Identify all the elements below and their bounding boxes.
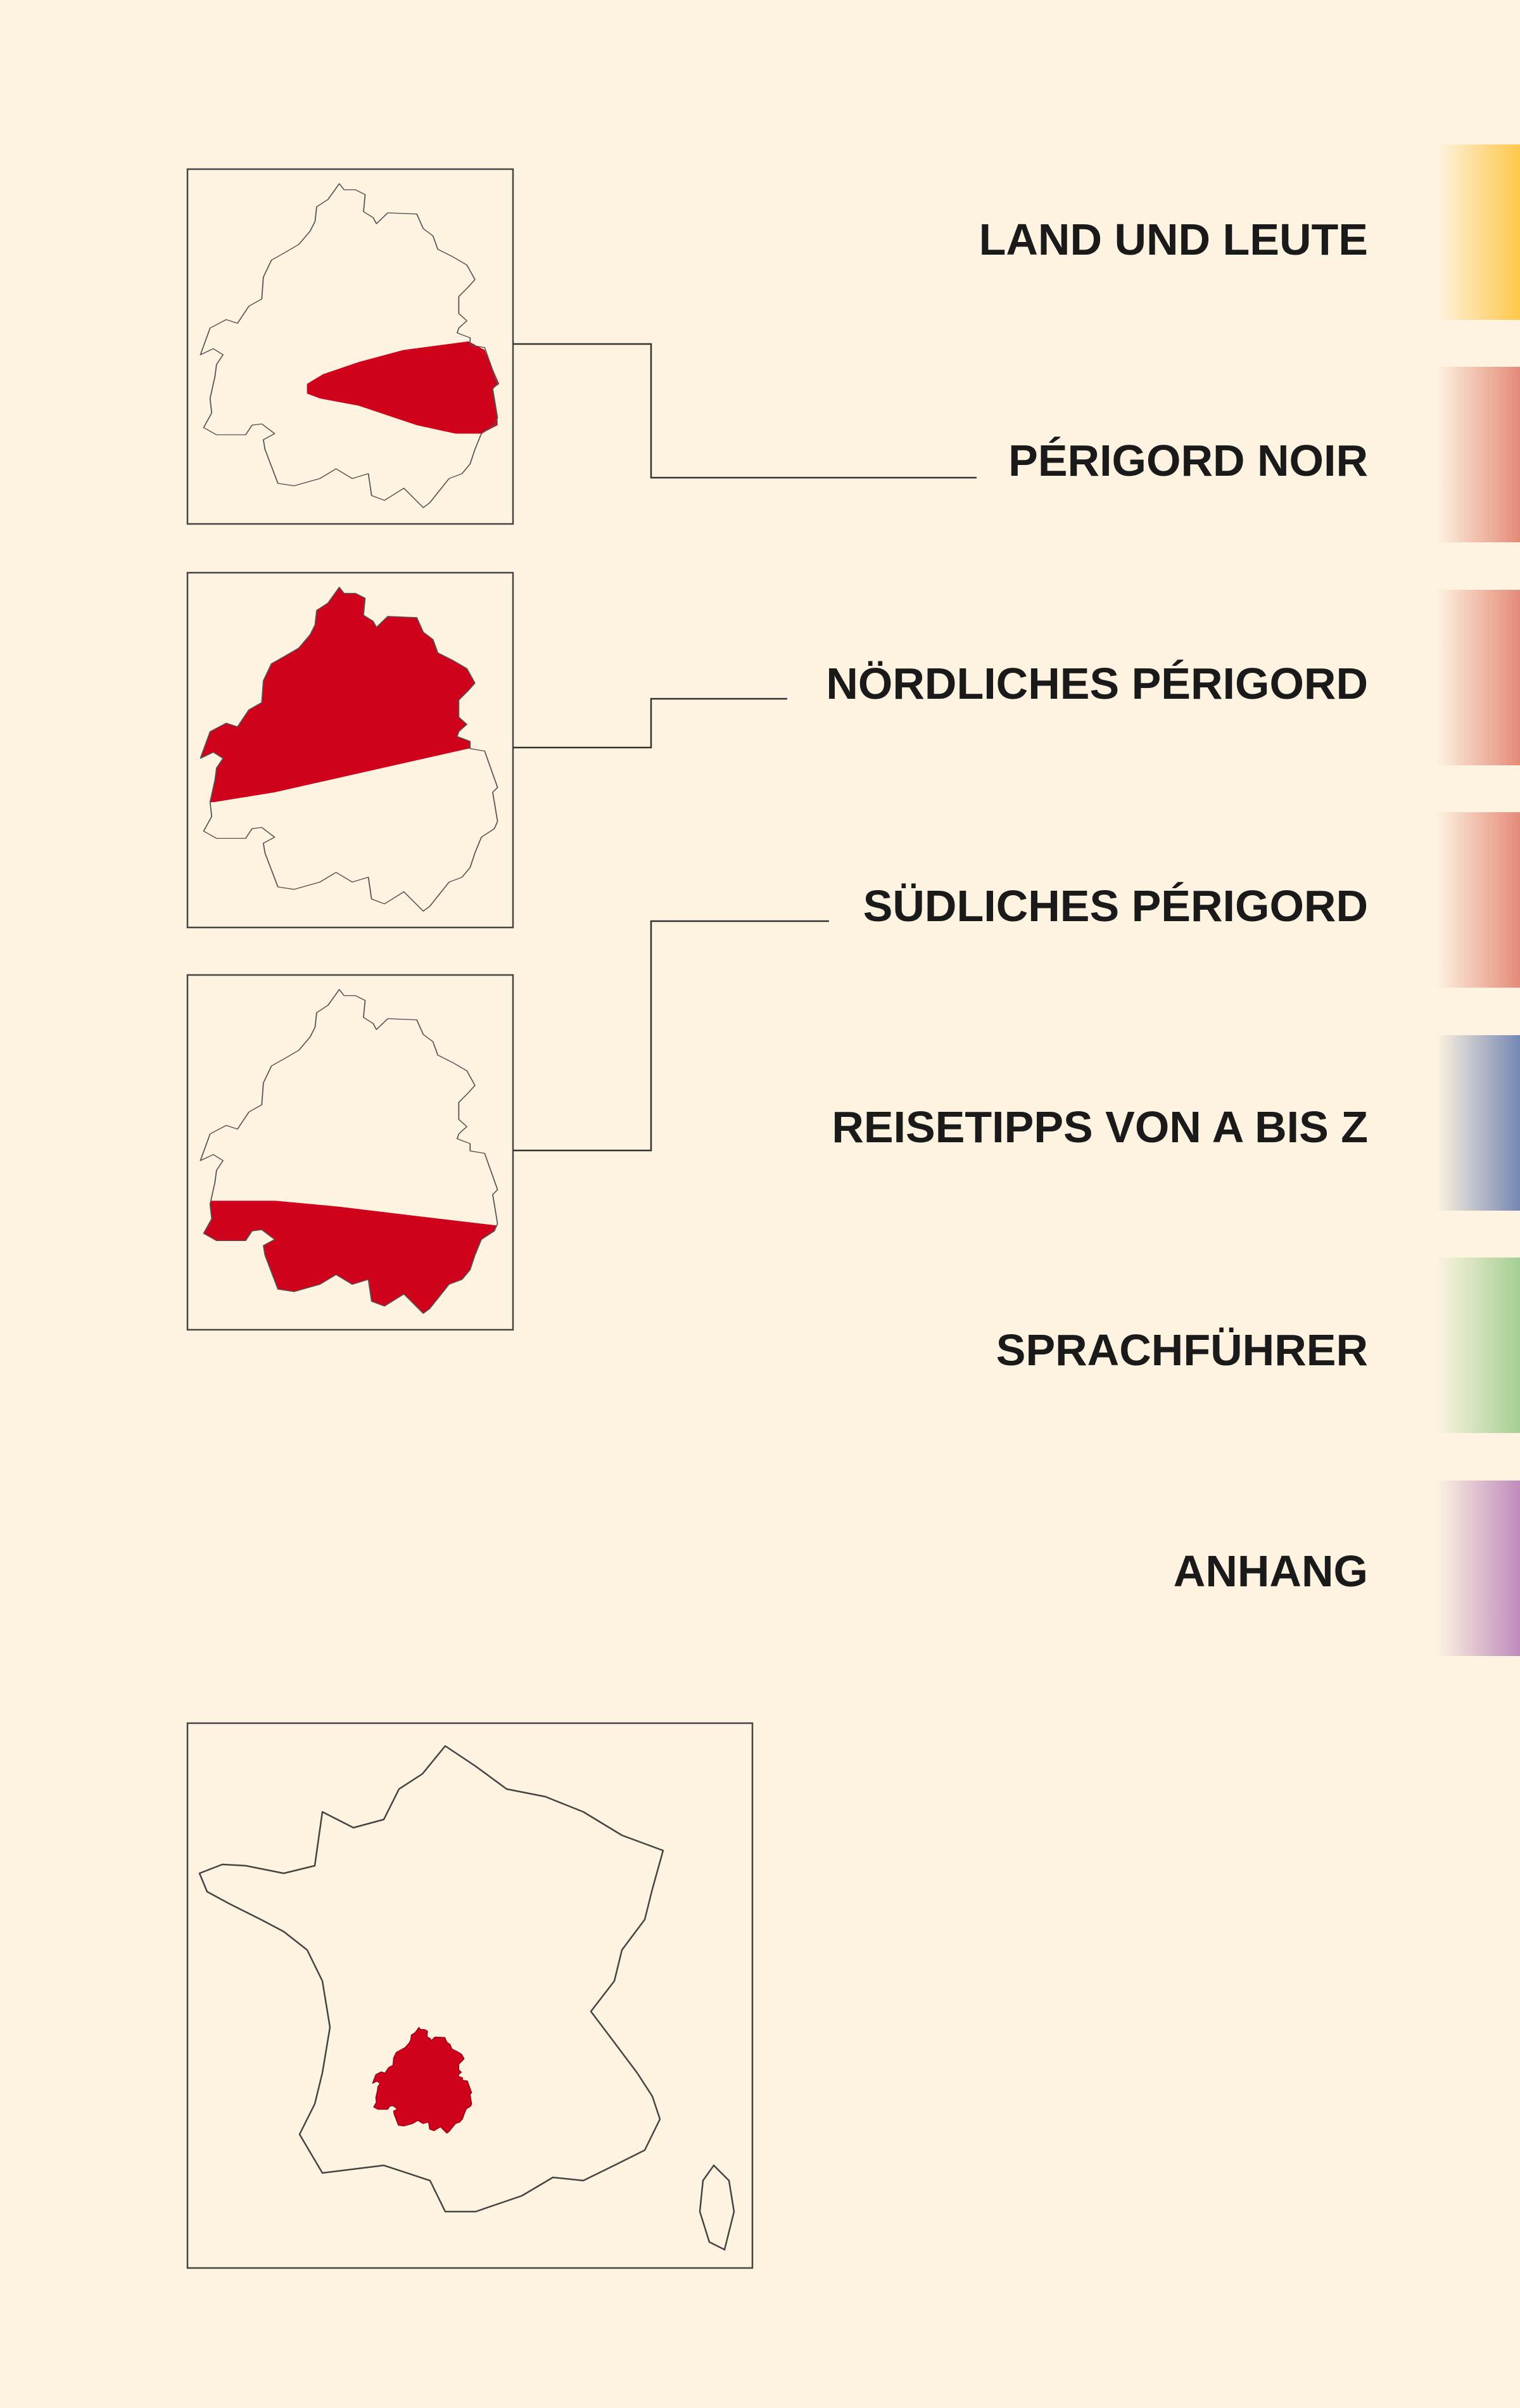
chapter-tab[interactable] <box>1436 590 1520 765</box>
map-frame <box>186 571 514 929</box>
chapter-tab[interactable] <box>1436 812 1520 988</box>
department-outline <box>200 183 498 508</box>
map-perigord-noir[interactable] <box>186 168 514 525</box>
department-outline <box>200 989 498 1314</box>
connector-lines <box>513 343 977 1152</box>
map-frame <box>186 1722 754 2269</box>
connector-suedliches <box>513 920 829 1152</box>
map-frame <box>186 974 514 1331</box>
chapter-label[interactable]: REISETIPPS VON A BIS Z <box>832 1102 1368 1152</box>
chapter-label[interactable]: ANHANG <box>1173 1546 1368 1596</box>
highlighted-region <box>200 587 498 805</box>
map-noerdliches-perigord[interactable] <box>186 571 514 929</box>
chapter-tab[interactable] <box>1436 1035 1520 1211</box>
map-france-overview <box>186 1722 754 2269</box>
connector-perigord-noir <box>513 343 977 479</box>
chapter-label[interactable]: SPRACHFÜHRER <box>996 1325 1368 1375</box>
dordogne-highlight <box>372 2027 472 2134</box>
corsica-outline <box>699 2164 735 2251</box>
highlighted-region <box>307 341 500 434</box>
chapter-label[interactable]: LAND UND LEUTE <box>978 215 1368 264</box>
department-outline <box>200 587 498 912</box>
chapter-tab[interactable] <box>1436 367 1520 542</box>
chapter-label[interactable]: SÜDLICHES PÉRIGORD <box>863 881 1368 931</box>
france-outline <box>198 1745 664 2213</box>
chapter-label[interactable]: NÖRDLICHES PÉRIGORD <box>826 659 1368 708</box>
chapter-tab[interactable] <box>1436 1481 1520 1656</box>
chapter-tab[interactable] <box>1436 1258 1520 1433</box>
chapter-tab[interactable] <box>1436 144 1520 320</box>
map-frame <box>186 168 514 525</box>
chapter-label[interactable]: PÉRIGORD NOIR <box>1008 436 1368 485</box>
map-suedliches-perigord[interactable] <box>186 974 514 1331</box>
highlighted-region <box>200 1201 498 1314</box>
connector-noerdliches <box>513 698 787 749</box>
